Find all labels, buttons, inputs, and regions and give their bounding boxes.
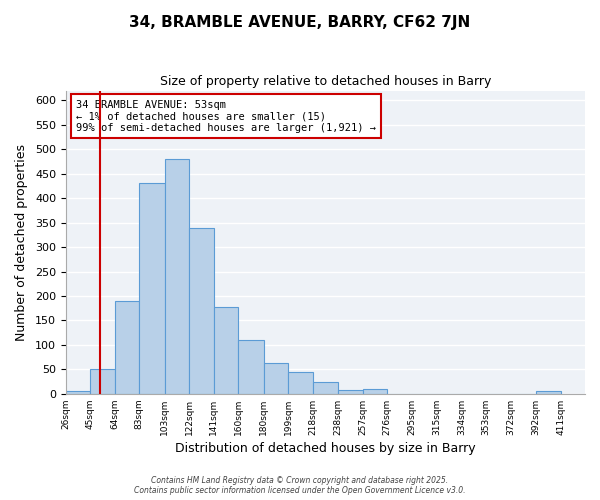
Bar [66, 392, 90, 394]
Y-axis label: Number of detached properties: Number of detached properties [15, 144, 28, 340]
Bar [189, 228, 214, 394]
X-axis label: Distribution of detached houses by size in Barry: Distribution of detached houses by size … [175, 442, 476, 455]
Bar [238, 340, 264, 394]
Bar [338, 390, 362, 394]
Title: Size of property relative to detached houses in Barry: Size of property relative to detached ho… [160, 75, 491, 88]
Bar [139, 182, 165, 394]
Text: 34, BRAMBLE AVENUE, BARRY, CF62 7JN: 34, BRAMBLE AVENUE, BARRY, CF62 7JN [130, 15, 470, 30]
Bar [288, 372, 313, 394]
Text: 34 BRAMBLE AVENUE: 53sqm
← 1% of detached houses are smaller (15)
99% of semi-de: 34 BRAMBLE AVENUE: 53sqm ← 1% of detache… [76, 100, 376, 133]
Bar [264, 364, 288, 394]
Bar [536, 392, 560, 394]
Bar [362, 389, 387, 394]
Bar [165, 159, 189, 394]
Bar [214, 307, 238, 394]
Bar [90, 370, 115, 394]
Bar [313, 382, 338, 394]
Text: Contains HM Land Registry data © Crown copyright and database right 2025.
Contai: Contains HM Land Registry data © Crown c… [134, 476, 466, 495]
Bar [115, 301, 139, 394]
